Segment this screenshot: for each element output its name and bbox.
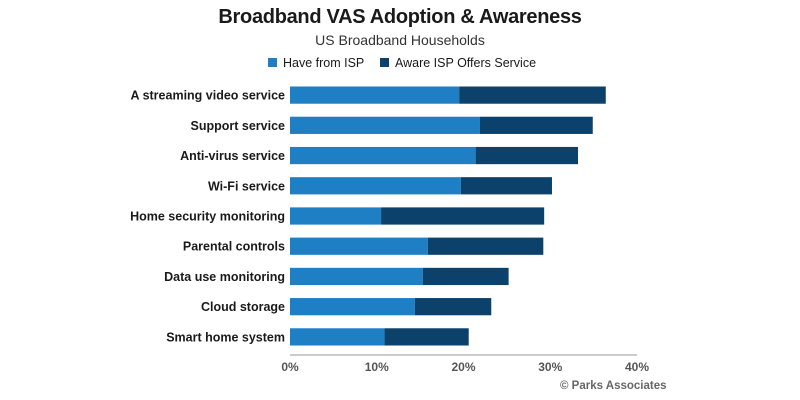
bar-aware-isp-offers bbox=[427, 237, 544, 255]
x-tick-label: 0% bbox=[281, 360, 299, 374]
category-label: Support service bbox=[191, 119, 286, 133]
chart-subtitle: US Broadband Households bbox=[315, 32, 485, 48]
bar-aware-isp-offers bbox=[479, 116, 593, 134]
bar-have-from-isp bbox=[290, 146, 476, 165]
legend-label: Aware ISP Offers Service bbox=[395, 56, 536, 70]
x-tick-label: 40% bbox=[625, 360, 649, 374]
chart-title: Broadband VAS Adoption & Awareness bbox=[218, 6, 582, 28]
bar-aware-isp-offers bbox=[475, 146, 579, 165]
x-tick-label: 30% bbox=[538, 360, 562, 374]
bar-have-from-isp bbox=[290, 116, 480, 134]
bar-aware-isp-offers bbox=[459, 86, 606, 104]
bar-aware-isp-offers bbox=[381, 207, 545, 225]
category-label: Smart home system bbox=[166, 330, 285, 344]
legend-swatch bbox=[380, 58, 389, 67]
bar-have-from-isp bbox=[290, 86, 460, 104]
x-tick-label: 10% bbox=[365, 360, 389, 374]
bar-have-from-isp bbox=[290, 177, 461, 195]
bar-have-from-isp bbox=[290, 267, 423, 286]
category-label: Wi-Fi service bbox=[208, 179, 285, 193]
legend-item: Have from ISP bbox=[268, 56, 364, 70]
copyright-credit: © Parks Associates bbox=[560, 380, 667, 392]
category-label: A streaming video service bbox=[131, 89, 286, 103]
legend: Have from ISP Aware ISP Offers Service bbox=[268, 56, 536, 70]
legend-item: Aware ISP Offers Service bbox=[380, 56, 536, 70]
x-tick-label: 20% bbox=[451, 360, 475, 374]
category-label: Cloud storage bbox=[201, 300, 285, 314]
bar-aware-isp-offers bbox=[460, 177, 552, 195]
bar-have-from-isp bbox=[290, 207, 382, 225]
category-label: Data use monitoring bbox=[164, 270, 285, 284]
legend-label: Have from ISP bbox=[283, 56, 364, 70]
bar-aware-isp-offers bbox=[422, 267, 509, 286]
category-label: Home security monitoring bbox=[130, 210, 285, 224]
category-label: Parental controls bbox=[183, 240, 285, 254]
bar-have-from-isp bbox=[290, 237, 428, 255]
bar-aware-isp-offers bbox=[414, 298, 492, 316]
bar-have-from-isp bbox=[290, 298, 415, 316]
bar-aware-isp-offers bbox=[384, 328, 469, 346]
category-label: Anti-virus service bbox=[180, 149, 285, 163]
bar-have-from-isp bbox=[290, 328, 385, 346]
legend-swatch bbox=[268, 58, 277, 67]
